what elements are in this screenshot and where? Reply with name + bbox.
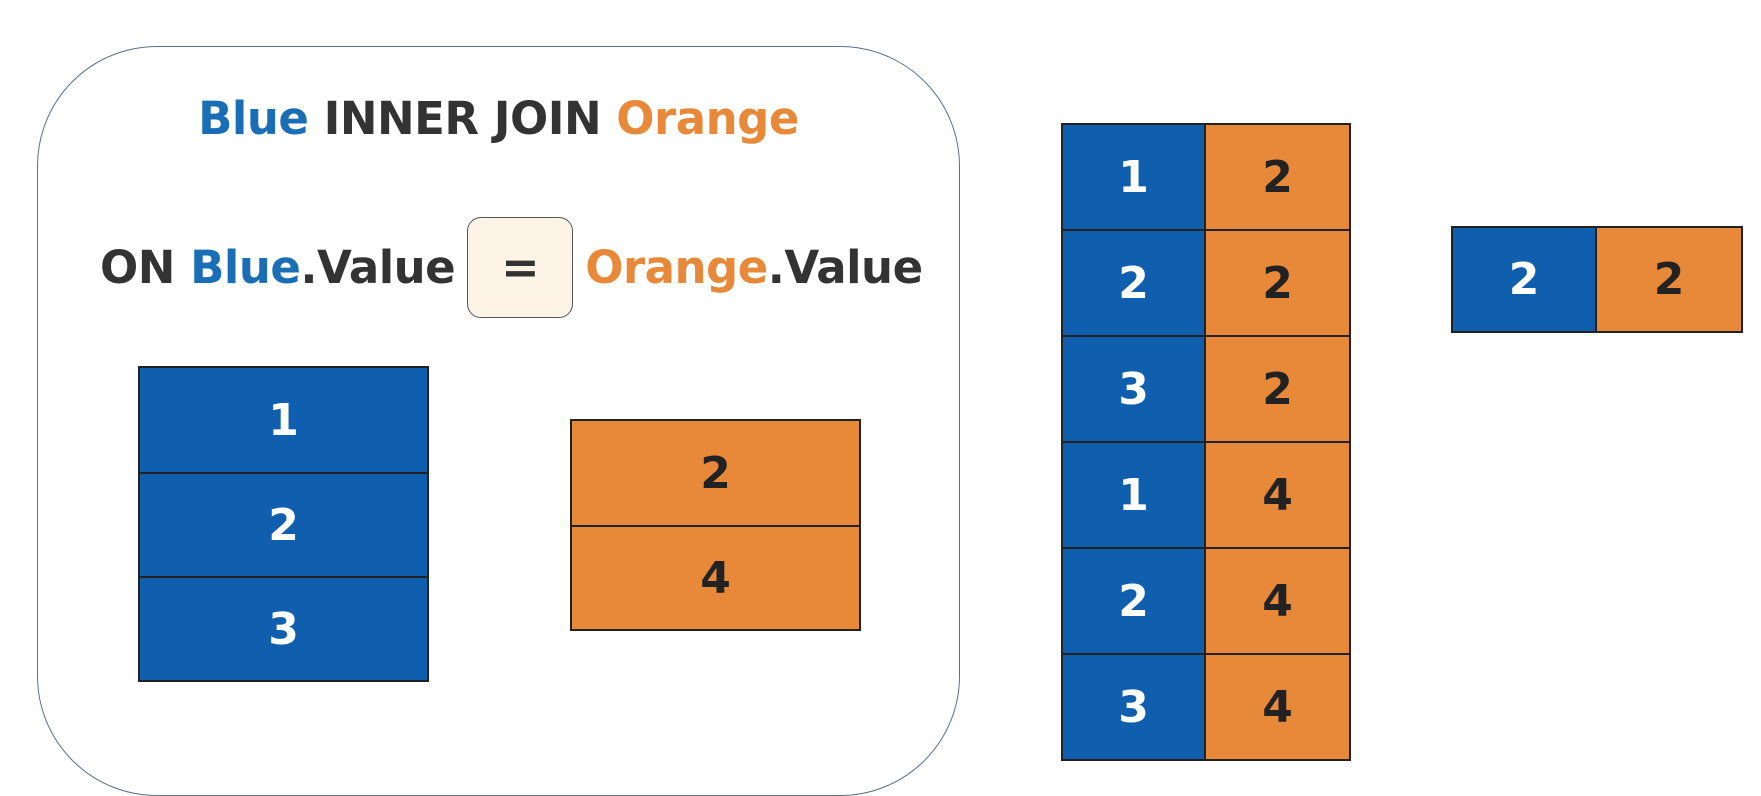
join-condition: ON Blue .Value = Orange .Value — [100, 215, 923, 319]
cross-product-blue-cell: 3 — [1063, 655, 1206, 759]
cross-product-orange-cell: 2 — [1206, 231, 1349, 335]
join-title: Blue INNER JOIN Orange — [37, 92, 960, 145]
result-blue-cell: 2 — [1453, 228, 1597, 331]
cross-product-blue-cell: 2 — [1063, 231, 1206, 335]
cross-product-blue-cell: 1 — [1063, 125, 1206, 229]
orange-table-cell: 4 — [572, 525, 859, 629]
cross-product-blue-cell: 3 — [1063, 337, 1206, 441]
cross-product-blue-cell: 1 — [1063, 443, 1206, 547]
cross-product-table: 1 2 2 2 3 2 1 4 2 4 3 4 — [1061, 123, 1351, 761]
title-right-table: Orange — [616, 92, 799, 145]
cross-product-orange-cell: 4 — [1206, 443, 1349, 547]
orange-table-cell: 2 — [572, 421, 859, 525]
on-keyword: ON — [100, 240, 175, 294]
join-operator-box: = — [467, 216, 574, 318]
cross-product-blue-cell: 2 — [1063, 549, 1206, 653]
blue-table-cell: 3 — [140, 576, 427, 680]
title-left-table: Blue — [198, 92, 309, 145]
condition-left-field: .Value — [300, 240, 456, 294]
cross-product-row: 3 4 — [1063, 653, 1349, 759]
cross-product-row: 1 2 — [1063, 125, 1349, 229]
cross-product-orange-cell: 2 — [1206, 125, 1349, 229]
title-join-keyword: INNER JOIN — [323, 92, 602, 145]
cross-product-row: 1 4 — [1063, 441, 1349, 547]
condition-left-table: Blue — [190, 240, 301, 294]
cross-product-row: 3 2 — [1063, 335, 1349, 441]
join-result-row: 2 2 — [1451, 226, 1743, 333]
blue-table-cell: 1 — [140, 368, 427, 472]
join-operator: = — [501, 240, 540, 294]
cross-product-row: 2 4 — [1063, 547, 1349, 653]
blue-table-cell: 2 — [140, 472, 427, 576]
blue-table: 1 2 3 — [138, 366, 429, 682]
cross-product-orange-cell: 2 — [1206, 337, 1349, 441]
cross-product-orange-cell: 4 — [1206, 549, 1349, 653]
result-orange-cell: 2 — [1597, 228, 1741, 331]
orange-table: 2 4 — [570, 419, 861, 631]
cross-product-orange-cell: 4 — [1206, 655, 1349, 759]
cross-product-row: 2 2 — [1063, 229, 1349, 335]
condition-right-table: Orange — [585, 240, 768, 294]
condition-right-field: .Value — [767, 240, 923, 294]
